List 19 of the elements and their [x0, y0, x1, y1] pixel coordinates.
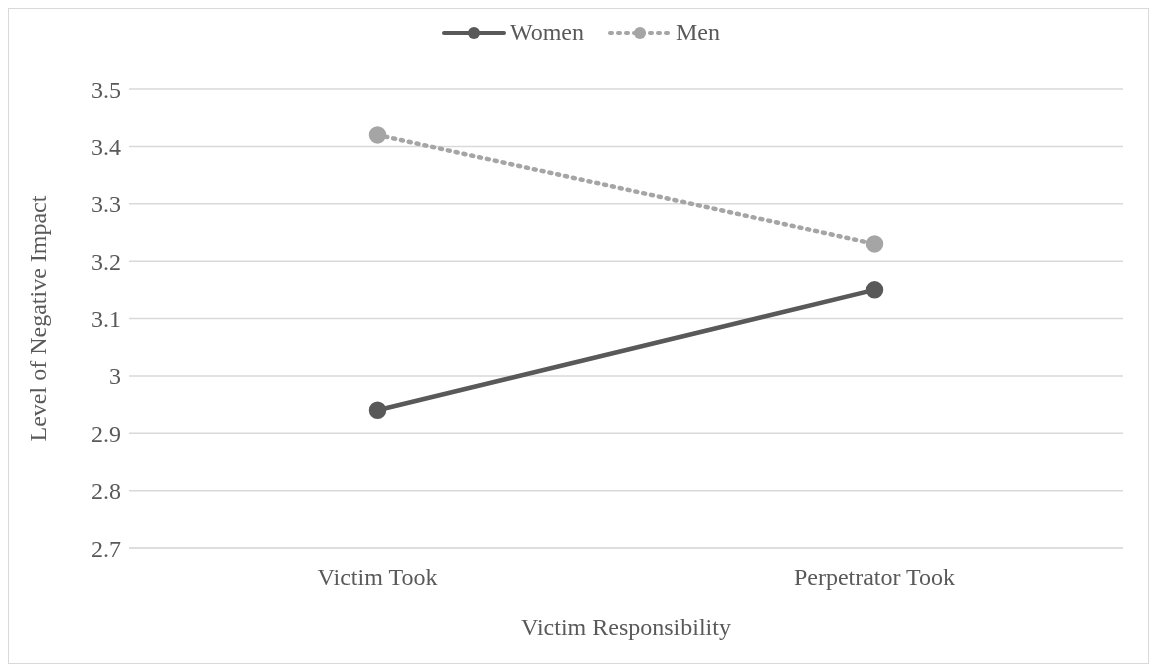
x-tick-label: Perpetrator Took [793, 564, 956, 591]
y-axis-title: Level of Negative Impact [24, 195, 51, 442]
y-tick-label: 3 [109, 363, 121, 390]
y-tick-label: 3.3 [91, 191, 121, 218]
y-tick-label: 2.8 [91, 478, 121, 505]
point [368, 401, 387, 420]
y-tick-label: 3.4 [91, 133, 121, 160]
y-tick-label: 3.2 [91, 248, 121, 275]
x-tick-label: Victim Took [317, 564, 438, 591]
y-tick-label: 2.9 [91, 420, 121, 447]
point [865, 281, 884, 299]
point [368, 126, 387, 144]
legend-label: Women [509, 19, 585, 46]
y-tick-label: 3.1 [91, 306, 121, 333]
y-tick-label: 2.7 [91, 535, 121, 562]
point [865, 235, 884, 253]
x-axis-title: Victim Responsibility [521, 614, 731, 640]
y-tick-label: 3.5 [91, 76, 121, 103]
legend-label: Men [676, 19, 721, 46]
